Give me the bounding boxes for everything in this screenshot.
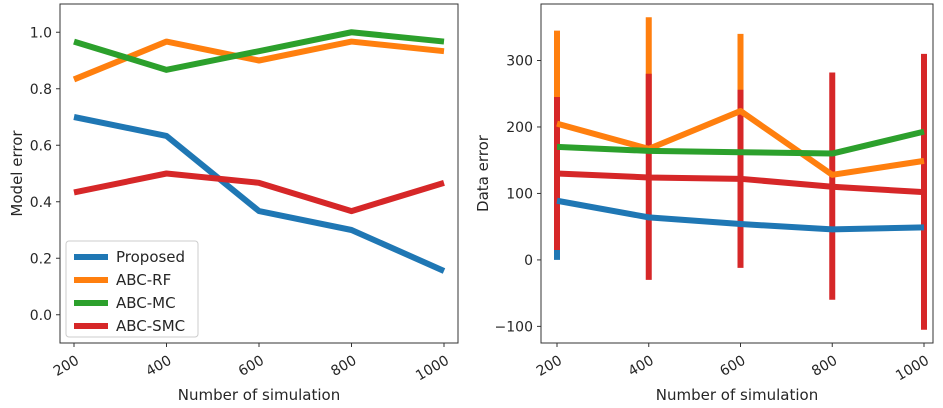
x-tick-label: 800 [328, 353, 359, 380]
x-tick-label: 200 [51, 353, 82, 380]
y-axis-label: Data error [474, 134, 492, 212]
x-axis-label: Number of simulation [178, 386, 340, 404]
legend-box [65, 240, 199, 338]
y-tick-label: 300 [506, 54, 533, 70]
legend-label: ABC-MC [116, 294, 176, 312]
x-tick-label: 200 [534, 353, 565, 380]
y-tick-label: 0.0 [30, 308, 52, 324]
y-tick-label: 0.2 [30, 251, 52, 267]
x-tick-label: 400 [626, 353, 657, 380]
x-tick-label: 800 [809, 353, 840, 380]
series-line [73, 29, 445, 73]
series-line [73, 114, 446, 274]
series-line [73, 170, 445, 215]
y-tick-label: 200 [506, 120, 533, 136]
series-line [556, 197, 925, 233]
x-tick-label: 1000 [893, 353, 932, 385]
data-error-chart: −100 0 100 200 300 200 400 600 800 1000 Number of … [474, 3, 934, 404]
y-tick-label: 100 [506, 186, 533, 202]
x-tick-label: 400 [143, 353, 174, 380]
series-line [556, 128, 925, 157]
y-tick-label: 1.0 [30, 25, 52, 41]
y-tick-label: −100 [495, 319, 533, 335]
y-tick-label: 0.4 [30, 195, 52, 211]
y-tick-label: 0.8 [30, 82, 52, 98]
model-error-chart: 0.0 0.2 0.4 0.6 0.8 1.0 200 400 600 800 1000 Number… [8, 3, 459, 404]
x-tick-label: 600 [717, 353, 748, 380]
legend-label: Proposed [116, 248, 185, 266]
series-line [556, 108, 925, 178]
y-tick-label: 0 [524, 253, 533, 269]
legend-label: ABC-SMC [116, 317, 185, 335]
y-axis-label: Model error [8, 130, 26, 217]
y-tick-label: 0.6 [30, 138, 52, 154]
x-tick-label: 600 [236, 353, 267, 380]
legend-label: ABC-RF [116, 271, 171, 289]
series-line [72, 38, 445, 83]
x-axis-label: Number of simulation [656, 386, 818, 404]
x-tick-label: 1000 [413, 353, 452, 385]
axes-frame [540, 3, 934, 344]
series-line [556, 170, 925, 196]
